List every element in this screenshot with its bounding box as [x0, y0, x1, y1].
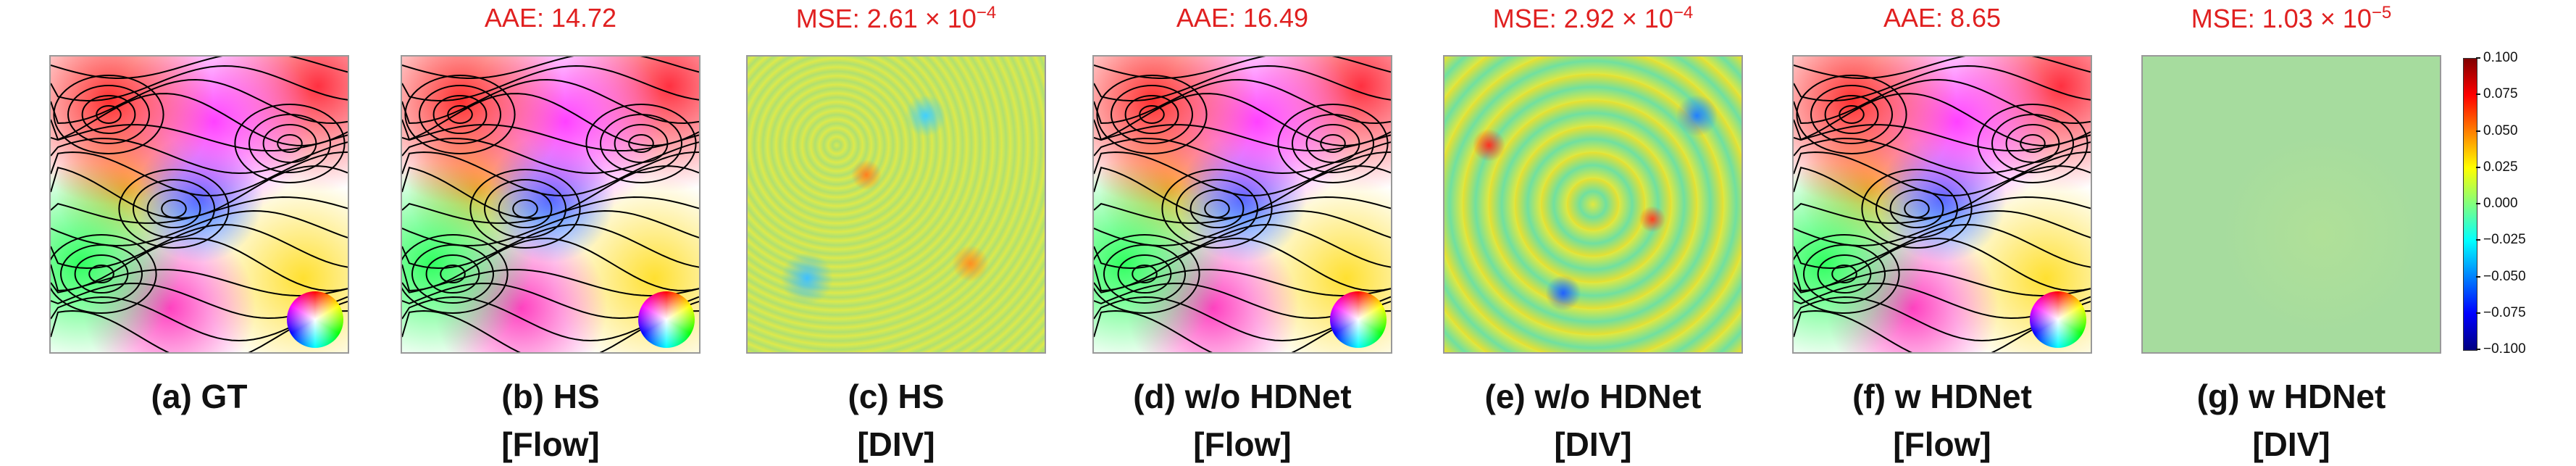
metric-text: AAE: 14.72	[484, 3, 617, 33]
colorbar-tick	[2476, 203, 2480, 204]
colorbar-tick	[2476, 239, 2480, 241]
colorbar-tick-label: 0.100	[2483, 50, 2518, 65]
colorbar-tick	[2476, 275, 2480, 278]
metric-exponent: −4	[976, 3, 997, 22]
caption: [Flow]	[501, 425, 600, 463]
colorbar-tick-label: 0.075	[2483, 86, 2518, 102]
flow-image	[1792, 55, 2092, 354]
caption: (e) w/o HDNet	[1484, 378, 1702, 415]
colorbar-tick-label: −0.050	[2483, 268, 2526, 284]
colorbar-tick-label: 0.025	[2483, 159, 2518, 175]
metric-label: AAE: 16.49	[1061, 3, 1423, 33]
metric-text: AAE: 16.49	[1176, 3, 1309, 33]
color-wheel	[287, 291, 343, 348]
colorbar-tick-label: −0.025	[2483, 232, 2526, 248]
caption: (g) w HDNet	[2196, 378, 2386, 415]
flow-image	[49, 55, 349, 354]
metric-label: MSE: 2.61 × 10−4	[715, 3, 1077, 34]
colorbar-tick	[2476, 349, 2480, 350]
colorbar-tick	[2476, 93, 2480, 96]
color-wheel	[2030, 291, 2086, 348]
colorbar-tick	[2476, 57, 2480, 59]
flow-image	[401, 55, 701, 354]
colorbar-tick-label: 0.050	[2483, 122, 2518, 138]
caption: [DIV]	[2252, 425, 2330, 463]
colorbar	[2463, 58, 2477, 351]
metric-label: AAE: 8.65	[1761, 3, 2123, 33]
divergence-image	[2141, 55, 2441, 354]
metric-label: MSE: 2.92 × 10−4	[1412, 3, 1774, 34]
colorbar-tick	[2476, 130, 2480, 132]
metric-exponent: −5	[2371, 3, 2392, 22]
colorbar-tick-label: 0.000	[2483, 196, 2518, 211]
color-wheel	[1330, 291, 1387, 348]
caption: [Flow]	[1193, 425, 1292, 463]
metric-text: MSE: 2.61 × 10	[795, 4, 977, 33]
divergence-image	[746, 55, 1046, 354]
color-wheel	[638, 291, 695, 348]
metric-label: MSE: 1.03 × 10−5	[2110, 3, 2472, 34]
caption: [DIV]	[857, 425, 935, 463]
metric-text: MSE: 2.92 × 10	[1492, 4, 1673, 33]
caption: (a) GT	[151, 378, 248, 415]
metric-label: AAE: 14.72	[369, 3, 732, 33]
caption: (f) w HDNet	[1852, 378, 2032, 415]
colorbar-tick-label: −0.075	[2483, 304, 2526, 320]
metric-text: MSE: 1.03 × 10	[2191, 4, 2372, 33]
metric-text: AAE: 8.65	[1883, 3, 2002, 33]
caption: (b) HS	[501, 378, 600, 415]
colorbar-tick-label: −0.100	[2483, 341, 2526, 357]
caption: [Flow]	[1893, 425, 1991, 463]
caption: (c) HS	[848, 378, 945, 415]
flow-image	[1092, 55, 1392, 354]
caption: (d) w/o HDNet	[1133, 378, 1352, 415]
colorbar-tick	[2476, 312, 2480, 314]
colorbar-tick	[2476, 166, 2480, 168]
caption: [DIV]	[1554, 425, 1632, 463]
metric-exponent: −4	[1673, 3, 1694, 22]
divergence-image	[1443, 55, 1743, 354]
